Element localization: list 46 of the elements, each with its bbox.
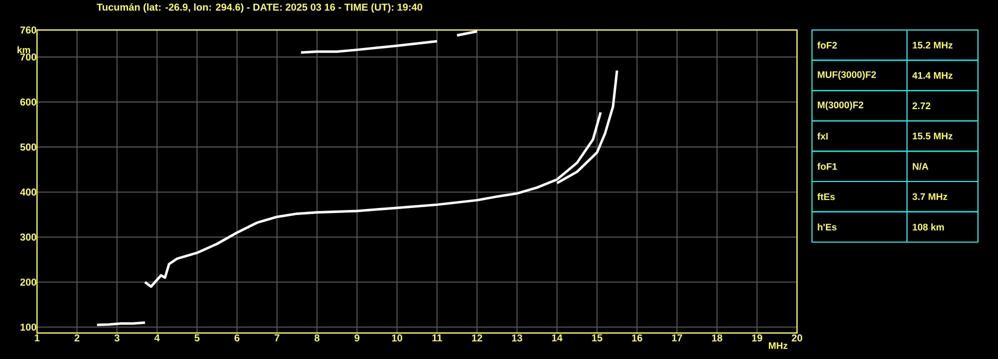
text: fxI (817, 132, 828, 140)
x-tick-label: 9 (354, 334, 360, 342)
x-tick-label: 13 (512, 334, 522, 342)
y-tick-label: 760 (20, 26, 36, 34)
y-tick-label: 100 (20, 324, 36, 331)
x-tick-label: 4 (154, 334, 160, 342)
text: MUF(3000)F2 (818, 71, 876, 80)
x-tick-label: 8 (314, 334, 320, 342)
x-tick-label: 5 (194, 334, 200, 342)
x-tick-label: 1 (34, 334, 40, 342)
x-tick-label: 18 (712, 334, 722, 342)
text: ftEs (817, 193, 835, 200)
x-tick-label: 10 (392, 334, 402, 342)
text: 15.2 MHz (912, 42, 952, 49)
x-tick-label: 16 (632, 334, 642, 342)
x-tick-label: 6 (234, 334, 240, 342)
x-tick-label: 15 (592, 334, 602, 342)
x-tick-label: 19 (752, 334, 762, 342)
text: 2.72 (912, 102, 930, 110)
y-tick-label: 200 (20, 278, 36, 286)
text: 15.5 MHz (912, 132, 952, 140)
x-tick-label: 3 (114, 334, 120, 342)
x-tick-label: 7 (274, 334, 280, 342)
text: 108 km (912, 223, 944, 230)
text: M(3000)F2 (818, 101, 864, 110)
y-tick-label: 700 (20, 53, 36, 61)
text: foF2 (817, 42, 837, 49)
y-axis-title: km (18, 46, 30, 54)
y-tick-label: 600 (20, 98, 36, 106)
chart-title: Tucumán (lat: -26.9, lon: 294.6) - DATE: 2025 03 16 - TIME (UT): 19:40 (96, 3, 422, 13)
y-tick-label: 400 (20, 188, 36, 196)
x-tick-label: 2 (74, 334, 80, 342)
text: h'Es (818, 223, 836, 230)
x-tick-label: 12 (472, 334, 482, 342)
x-tick-label: 11 (432, 334, 442, 342)
text: foF1 (817, 162, 837, 170)
x-tick-label: 14 (552, 334, 563, 342)
y-tick-label: 300 (20, 234, 36, 241)
x-tick-label: 20 (792, 334, 802, 342)
line-series (300, 40, 438, 54)
x-axis-title: MHz (768, 342, 788, 349)
x-tick-label: 17 (672, 334, 682, 342)
text: 3.7 MHz (912, 193, 948, 200)
y-tick-label: 500 (20, 144, 36, 151)
text: N/A (912, 162, 928, 170)
text: 41.4 MHz (912, 72, 952, 79)
